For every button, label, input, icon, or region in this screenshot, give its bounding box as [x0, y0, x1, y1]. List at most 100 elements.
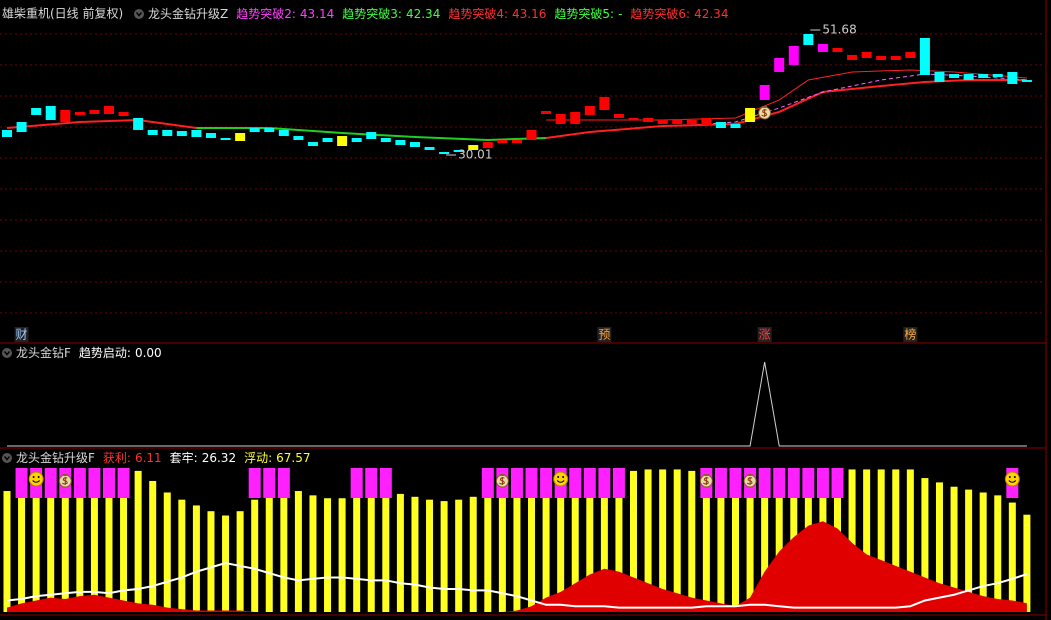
candle [555, 113, 566, 124]
moving-average [706, 73, 1027, 125]
readout-label: 套牢: [170, 450, 198, 465]
candle [876, 55, 887, 60]
candle [570, 111, 581, 124]
candle [220, 137, 231, 141]
moving-average [196, 127, 547, 142]
bar [105, 473, 113, 612]
candle [103, 105, 114, 114]
bar [906, 469, 914, 612]
signal-block [729, 468, 742, 498]
bar [775, 489, 783, 612]
signal-block [583, 468, 596, 498]
bar [61, 479, 69, 612]
collapse-icon[interactable] [2, 453, 12, 463]
candle [439, 152, 450, 155]
candle [861, 51, 872, 58]
bar [965, 489, 973, 612]
candle [847, 54, 858, 60]
bar [542, 482, 550, 612]
candle [511, 140, 522, 144]
marker-box [903, 327, 918, 342]
bag-sign [499, 477, 505, 485]
eye [557, 476, 560, 478]
candle [453, 149, 464, 153]
collapse-icon[interactable] [2, 348, 12, 358]
readout-value: - [618, 7, 622, 21]
bar [178, 499, 186, 612]
trapped-line [6, 562, 1028, 609]
candle [395, 140, 406, 146]
smiley-icon [1004, 471, 1020, 487]
bar [32, 485, 40, 612]
bar [382, 488, 390, 612]
bar [411, 496, 419, 612]
candle [526, 129, 537, 141]
bar [324, 498, 332, 612]
candle [351, 137, 362, 143]
signal-marker: 榜 [904, 327, 916, 342]
marker-box [757, 327, 772, 342]
indicator-readouts: 龙头金钻F 趋势启动: 0.00 [16, 345, 162, 360]
mouth [1008, 480, 1017, 483]
bar [294, 491, 302, 612]
readout-value: 67.57 [276, 451, 310, 465]
bar [892, 469, 900, 612]
bar [90, 475, 98, 612]
bar [469, 496, 477, 612]
indicator-readouts: 龙头金钻升级Z 趋势突破2: 43.14 趋势突破3: 42.34 趋势突破4: 43.16… [148, 6, 728, 21]
candle [74, 111, 85, 115]
chevron [135, 12, 143, 17]
candle [45, 105, 56, 120]
bar [498, 489, 506, 612]
candle [541, 110, 552, 114]
bar [280, 489, 288, 612]
bar [149, 480, 157, 612]
bag-sign [703, 477, 709, 485]
eye [562, 476, 565, 478]
bar [134, 470, 142, 612]
candle [60, 110, 71, 123]
bar [732, 470, 739, 612]
bag-sign [746, 477, 753, 485]
bar [659, 469, 667, 612]
candle [89, 110, 100, 114]
candle [147, 129, 158, 135]
candle [701, 117, 712, 126]
indicator-header[interactable]: 龙头金钻升级Z 趋势突破2: 43.14 趋势突破3: 42.34 趋势突破4: 43.16… [134, 6, 728, 21]
candle [963, 74, 974, 80]
trend-start-line [7, 361, 1027, 447]
indicator-header[interactable]: 龙头金钻升级F 获利: 6.11 套牢: 26.32 浮动: 67.57 [2, 450, 310, 465]
signal-block [44, 468, 57, 498]
candle [293, 136, 304, 141]
signal-block [350, 468, 363, 498]
mouth [32, 480, 40, 483]
eye [1013, 476, 1016, 478]
candle [817, 43, 828, 52]
signal-block [263, 468, 276, 498]
collapse-icon[interactable] [134, 9, 144, 19]
readout-value: 26.32 [202, 451, 236, 465]
candle [249, 128, 260, 133]
readout-value: 42.34 [406, 7, 440, 21]
bar [513, 486, 521, 612]
signal-block [481, 468, 494, 498]
stock-title: 雄柴重机(日线 前复权) [2, 6, 123, 21]
bag-neck [703, 474, 710, 476]
money-bag-icon [495, 474, 509, 488]
candle [1007, 71, 1018, 84]
signal-block [379, 468, 392, 498]
candle [497, 140, 508, 144]
bar [950, 486, 958, 612]
bar [979, 492, 987, 612]
indicator-header[interactable]: 龙头金钻F 趋势启动: 0.00 [2, 345, 162, 360]
candle [482, 142, 493, 149]
signal-marker: 预 [598, 328, 610, 342]
signal-block [365, 468, 378, 498]
signal-block [802, 468, 815, 498]
bar [644, 469, 652, 612]
signal-block [15, 468, 28, 498]
candle [191, 129, 202, 138]
candle [366, 132, 377, 140]
bar [353, 491, 361, 612]
candle [832, 47, 843, 52]
